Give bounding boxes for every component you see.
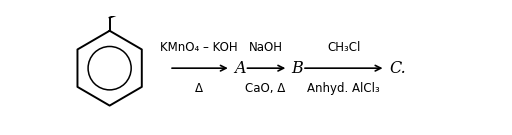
Text: A: A (234, 60, 245, 77)
Text: Anhyd. AlCl₃: Anhyd. AlCl₃ (307, 82, 380, 95)
Text: B: B (291, 60, 303, 77)
Text: KMnO₄ – KOH: KMnO₄ – KOH (160, 41, 238, 54)
Text: CH₃Cl: CH₃Cl (327, 41, 360, 54)
Text: C.: C. (389, 60, 406, 77)
Text: CaO, Δ: CaO, Δ (245, 82, 286, 95)
Text: NaOH: NaOH (248, 41, 283, 54)
Text: Δ: Δ (195, 82, 203, 95)
